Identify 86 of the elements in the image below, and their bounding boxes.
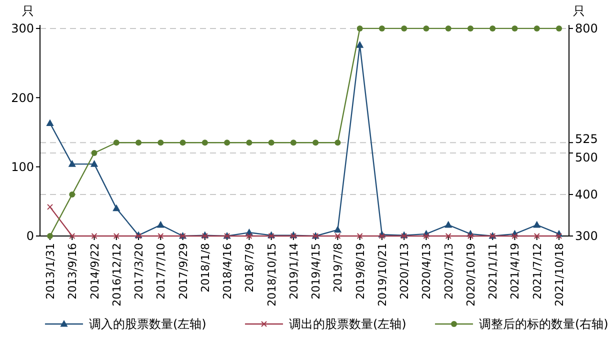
point bbox=[445, 25, 452, 32]
point bbox=[356, 25, 363, 32]
point bbox=[158, 233, 164, 239]
point bbox=[47, 204, 53, 210]
point bbox=[444, 220, 452, 228]
point bbox=[202, 140, 208, 146]
point bbox=[69, 191, 76, 198]
point bbox=[534, 233, 540, 239]
point bbox=[512, 25, 518, 32]
point bbox=[356, 41, 364, 48]
point bbox=[46, 119, 54, 126]
x-tick-label: 2020/7/13 bbox=[442, 243, 456, 300]
y2-tick-label: 300 bbox=[575, 229, 598, 244]
point bbox=[156, 220, 164, 228]
point bbox=[467, 25, 474, 32]
point bbox=[47, 233, 53, 239]
point bbox=[91, 233, 98, 239]
y-tick-label: 300 bbox=[11, 22, 34, 36]
point bbox=[136, 140, 142, 146]
x-tick-label: 2018/7/9 bbox=[243, 243, 256, 292]
point bbox=[556, 233, 562, 239]
point bbox=[533, 220, 541, 228]
point bbox=[112, 204, 120, 212]
x-tick-label: 2017/9/29 bbox=[176, 243, 190, 300]
x-tick-label: 2017/3/20 bbox=[132, 243, 146, 300]
point bbox=[334, 140, 341, 146]
point bbox=[334, 226, 342, 233]
point bbox=[246, 140, 252, 146]
point bbox=[401, 25, 408, 32]
point bbox=[113, 233, 120, 239]
point bbox=[467, 233, 474, 239]
point bbox=[158, 140, 164, 146]
x-tick-label: 2020/10/19 bbox=[464, 243, 478, 306]
x-tick-label: 2019/10/21 bbox=[376, 243, 389, 306]
point bbox=[312, 140, 319, 146]
x-tick-label: 2017/7/10 bbox=[154, 243, 168, 300]
point bbox=[356, 233, 363, 239]
x-tick-label: 2021/1/11 bbox=[486, 243, 500, 300]
point bbox=[490, 25, 496, 32]
point bbox=[90, 160, 98, 167]
y-tick-label: 0 bbox=[26, 229, 34, 244]
y2-tick-label: 500 bbox=[575, 150, 598, 164]
y2-tick-label: 525 bbox=[575, 132, 598, 146]
x-tick-label: 2019/4/15 bbox=[310, 243, 323, 300]
point bbox=[445, 233, 452, 239]
x-tick-label: 2019/8/19 bbox=[354, 243, 367, 300]
x-tick-label: 2021/10/18 bbox=[553, 243, 566, 306]
x-tick-label: 2019/7/8 bbox=[332, 243, 345, 292]
x-tick-label: 2014/9/22 bbox=[88, 243, 102, 300]
point bbox=[113, 140, 120, 146]
point bbox=[378, 25, 385, 32]
point bbox=[534, 25, 540, 32]
point bbox=[423, 25, 430, 32]
point bbox=[378, 233, 385, 239]
legend-label: 调入的股票数量(左轴) bbox=[89, 317, 206, 332]
x-tick-label: 2018/10/15 bbox=[265, 243, 278, 306]
x-tick-label: 2013/1/31 bbox=[44, 243, 57, 300]
y2-tick-label: 800 bbox=[575, 22, 598, 36]
x-tick-label: 2013/9/16 bbox=[66, 243, 80, 300]
point bbox=[68, 160, 76, 167]
point bbox=[334, 233, 341, 239]
point bbox=[423, 233, 430, 239]
x-tick-label: 2019/1/14 bbox=[287, 243, 300, 300]
x-tick-label: 2016/12/12 bbox=[110, 243, 124, 306]
point bbox=[268, 140, 274, 146]
x-tick-label: 2018/4/16 bbox=[221, 243, 234, 300]
point bbox=[69, 233, 76, 239]
x-tick-label: 2021/7/12 bbox=[530, 243, 544, 300]
point bbox=[180, 140, 186, 146]
y2-tick-label: 400 bbox=[575, 188, 598, 202]
point bbox=[91, 150, 98, 156]
legend-label: 调出的股票数量(左轴) bbox=[289, 317, 406, 332]
point bbox=[556, 25, 562, 32]
point bbox=[224, 140, 230, 146]
point bbox=[512, 233, 518, 239]
x-tick-label: 2021/4/19 bbox=[508, 243, 522, 300]
x-tick-label: 2020/1/13 bbox=[398, 243, 412, 300]
y-axis-title: 只 bbox=[22, 4, 34, 18]
y-tick-label: 100 bbox=[11, 160, 34, 174]
x-tick-label: 2020/4/13 bbox=[420, 243, 434, 300]
legend-label: 调整后的标的数量(右轴) bbox=[479, 317, 608, 332]
x-tick-label: 2018/1/8 bbox=[198, 243, 212, 292]
point bbox=[246, 233, 252, 239]
y2-axis-title: 只 bbox=[573, 4, 585, 18]
point bbox=[290, 140, 296, 146]
y-tick-label: 200 bbox=[11, 90, 34, 105]
